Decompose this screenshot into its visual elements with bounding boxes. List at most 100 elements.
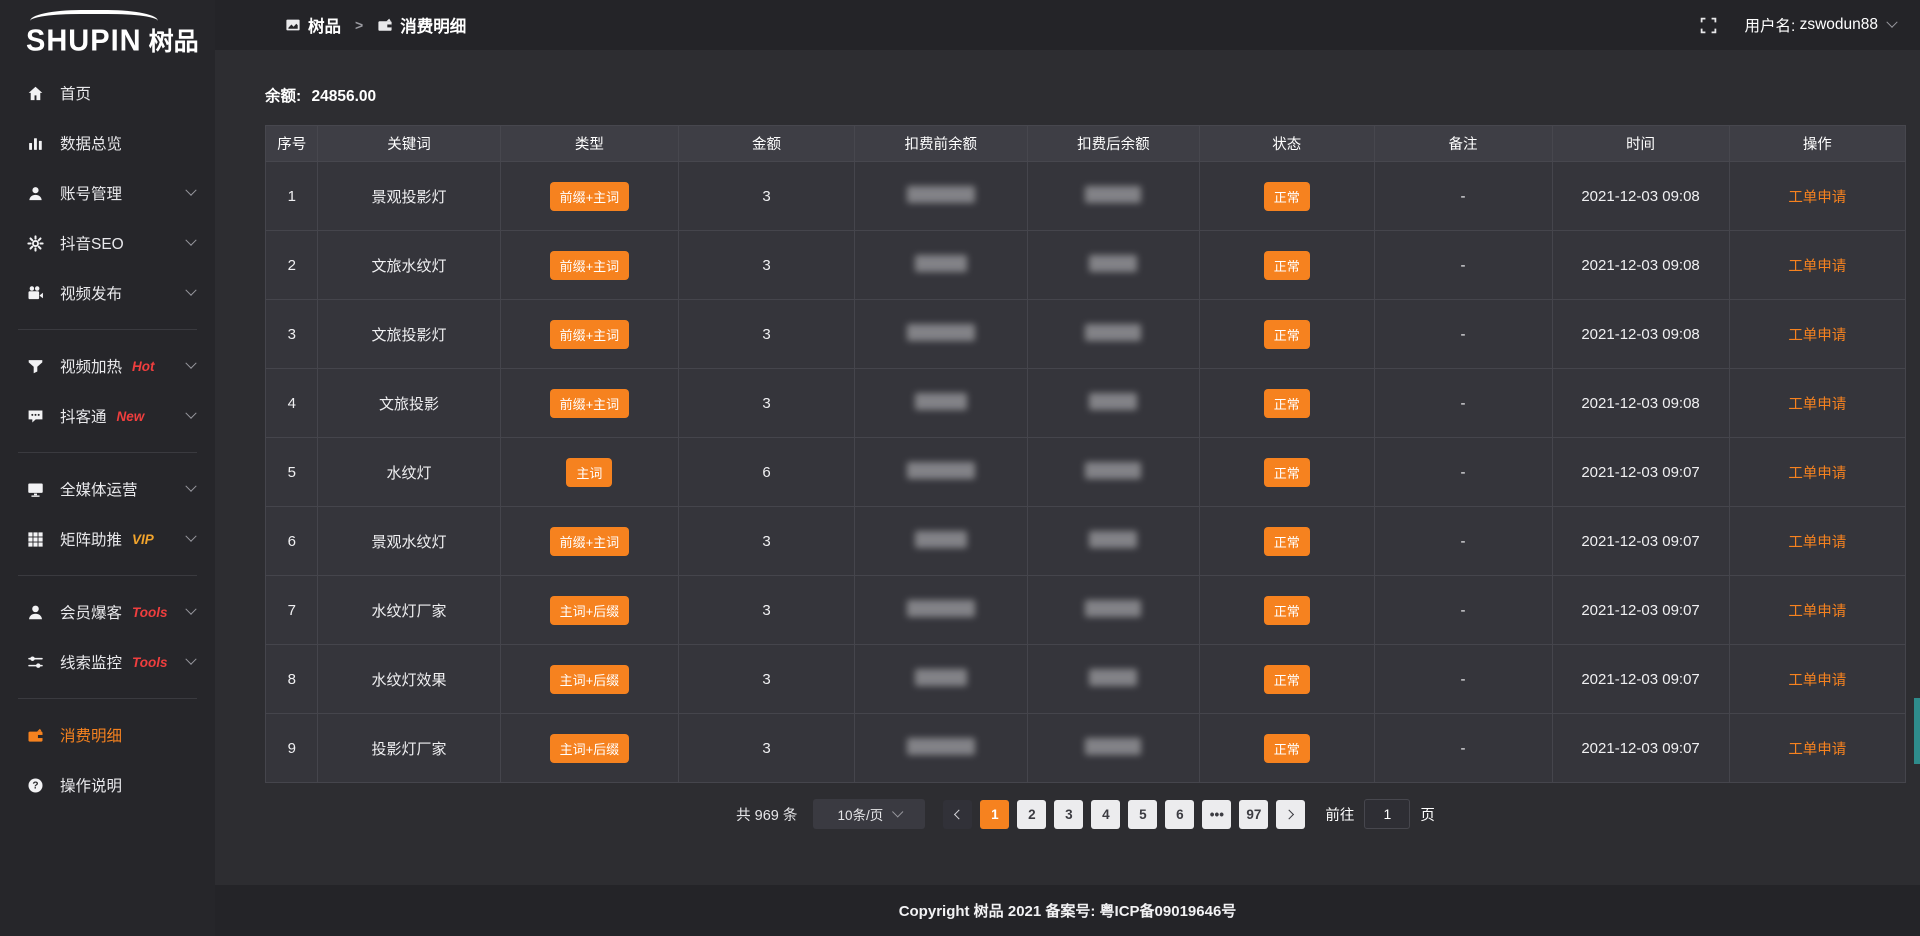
cell-keyword: 投影灯厂家 — [317, 713, 501, 783]
balance-value: 24856.00 — [311, 88, 377, 105]
status-badge: 正常 — [1263, 181, 1310, 211]
chat-icon — [26, 407, 45, 426]
brand-name-en: SHUPIN — [26, 24, 142, 58]
cell-amount: 3 — [678, 506, 855, 576]
status-badge: 正常 — [1263, 526, 1310, 556]
sidebar-menu: 首页 数据总览 账号管理 抖音SEO 视频发布 视频加热 Hot 抖客通 New — [0, 58, 215, 810]
cell-status: 正常 — [1198, 437, 1375, 507]
work-order-link[interactable]: 工单申请 — [1788, 258, 1847, 275]
table-row: 4 文旅投影 前缀+主词 3 正常 - 2021-12-03 09:08 工单申… — [264, 368, 1907, 438]
redacted-balance-after — [1085, 185, 1142, 203]
sidebar-item-label: 首页 — [60, 86, 92, 103]
fullscreen-icon[interactable] — [1699, 16, 1718, 35]
chevron-down-icon — [185, 234, 197, 246]
sidebar-item-视频加热[interactable]: 视频加热 Hot — [0, 341, 215, 391]
cell-amount: 3 — [678, 575, 855, 645]
cell-index: 3 — [264, 299, 319, 369]
cell-amount: 3 — [678, 368, 855, 438]
work-order-link[interactable]: 工单申请 — [1788, 534, 1847, 551]
work-order-link[interactable]: 工单申请 — [1788, 189, 1847, 206]
chevron-down-icon — [185, 284, 197, 296]
cell-balance-after — [1026, 161, 1200, 231]
page-button-5[interactable]: 5 — [1128, 799, 1158, 829]
work-order-link[interactable]: 工单申请 — [1788, 603, 1847, 620]
table-row: 1 景观投影灯 前缀+主词 3 正常 - 2021-12-03 09:08 工单… — [264, 161, 1907, 231]
sidebar-item-全媒体运营[interactable]: 全媒体运营 — [0, 464, 215, 514]
username-value: zswodun88 — [1799, 16, 1878, 33]
cell-balance-before — [853, 161, 1028, 231]
table-row: 6 景观水纹灯 前缀+主词 3 正常 - 2021-12-03 09:07 工单… — [264, 506, 1907, 576]
cell-index: 9 — [264, 713, 319, 783]
sidebar-item-视频发布[interactable]: 视频发布 — [0, 268, 215, 318]
question-icon: ? — [26, 776, 45, 795]
sidebar-item-首页[interactable]: 首页 — [0, 68, 215, 118]
page-button-3[interactable]: 3 — [1054, 799, 1084, 829]
work-order-link[interactable]: 工单申请 — [1788, 327, 1847, 344]
goto-page-input[interactable] — [1364, 799, 1411, 829]
sidebar-item-矩阵助推[interactable]: 矩阵助推 VIP — [0, 514, 215, 564]
redacted-balance-before — [906, 737, 975, 755]
page-size-select[interactable]: 10条/页 — [813, 799, 926, 829]
sidebar-item-抖音SEO[interactable]: 抖音SEO — [0, 218, 215, 268]
cell-remark: - — [1373, 644, 1553, 714]
cell-keyword: 文旅投影 — [317, 368, 501, 438]
type-badge: 前缀+主词 — [549, 181, 630, 211]
work-order-link[interactable]: 工单申请 — [1788, 741, 1847, 758]
sidebar-item-label: 全媒体运营 — [60, 482, 138, 499]
user-menu[interactable]: 用户名: zswodun88 — [1744, 14, 1898, 36]
page-button-97[interactable]: 97 — [1239, 799, 1269, 829]
cell-balance-after — [1026, 299, 1200, 369]
balance-label: 余额: — [265, 88, 302, 105]
column-header: 时间 — [1551, 125, 1730, 162]
redacted-balance-before — [914, 668, 967, 686]
type-badge: 前缀+主词 — [549, 526, 630, 556]
more-pages-button[interactable]: ••• — [1202, 799, 1232, 829]
next-page-button[interactable] — [1276, 799, 1306, 829]
chevron-down-icon — [185, 653, 197, 665]
prev-page-button[interactable] — [943, 799, 973, 829]
cell-remark: - — [1373, 437, 1553, 507]
cell-type: 前缀+主词 — [499, 299, 680, 369]
type-badge: 主词+后缀 — [549, 595, 630, 625]
page-button-6[interactable]: 6 — [1165, 799, 1195, 829]
type-badge: 主词+后缀 — [549, 733, 630, 763]
consumption-table: 序号 关键词 类型 金额 扣费前余额 扣费后余额 状态 备注 时间 操作 1 景观投影灯 前缀+主… — [264, 125, 1907, 783]
cell-remark: - — [1373, 575, 1553, 645]
cell-time: 2021-12-03 09:08 — [1551, 161, 1730, 231]
table-row: 7 水纹灯厂家 主词+后缀 3 正常 - 2021-12-03 09:07 工单… — [264, 575, 1907, 645]
page-button-4[interactable]: 4 — [1091, 799, 1121, 829]
menu-divider — [18, 329, 197, 330]
sidebar-item-消费明细[interactable]: 消费明细 — [0, 710, 215, 760]
status-badge: 正常 — [1263, 457, 1310, 487]
work-order-link[interactable]: 工单申请 — [1788, 672, 1847, 689]
redacted-balance-before — [906, 323, 975, 341]
type-badge: 前缀+主词 — [549, 250, 630, 280]
sidebar-item-操作说明[interactable]: ? 操作说明 — [0, 760, 215, 810]
sidebar-item-线索监控[interactable]: 线索监控 Tools — [0, 637, 215, 687]
cell-type: 主词 — [499, 437, 680, 507]
work-order-link[interactable]: 工单申请 — [1788, 396, 1847, 413]
table-row: 3 文旅投影灯 前缀+主词 3 正常 - 2021-12-03 09:08 工单… — [264, 299, 1907, 369]
sidebar-item-tag: Tools — [132, 604, 168, 620]
sidebar-item-会员爆客[interactable]: 会员爆客 Tools — [0, 587, 215, 637]
work-order-link[interactable]: 工单申请 — [1788, 465, 1847, 482]
sidebar-item-抖客通[interactable]: 抖客通 New — [0, 391, 215, 441]
page-button-1[interactable]: 1 — [980, 799, 1010, 829]
goto-unit: 页 — [1420, 807, 1435, 824]
cell-type: 主词+后缀 — [499, 713, 680, 783]
redacted-balance-after — [1089, 530, 1138, 548]
page-button-2[interactable]: 2 — [1017, 799, 1047, 829]
sidebar-item-账号管理[interactable]: 账号管理 — [0, 168, 215, 218]
sidebar-item-label: 矩阵助推 — [60, 532, 123, 549]
top-bar: 树品 > 消费明细 用户名: zswodun88 — [215, 0, 1920, 50]
video-camera-icon — [26, 284, 45, 303]
cell-action: 工单申请 — [1728, 644, 1907, 714]
cell-type: 主词+后缀 — [499, 644, 680, 714]
cell-balance-after — [1026, 368, 1200, 438]
breadcrumb-home[interactable]: 树品 — [285, 13, 341, 37]
sidebar-item-数据总览[interactable]: 数据总览 — [0, 118, 215, 168]
table-row: 2 文旅水纹灯 前缀+主词 3 正常 - 2021-12-03 09:08 工单… — [264, 230, 1907, 300]
cell-index: 6 — [264, 506, 319, 576]
breadcrumb-home-label: 树品 — [308, 18, 341, 36]
